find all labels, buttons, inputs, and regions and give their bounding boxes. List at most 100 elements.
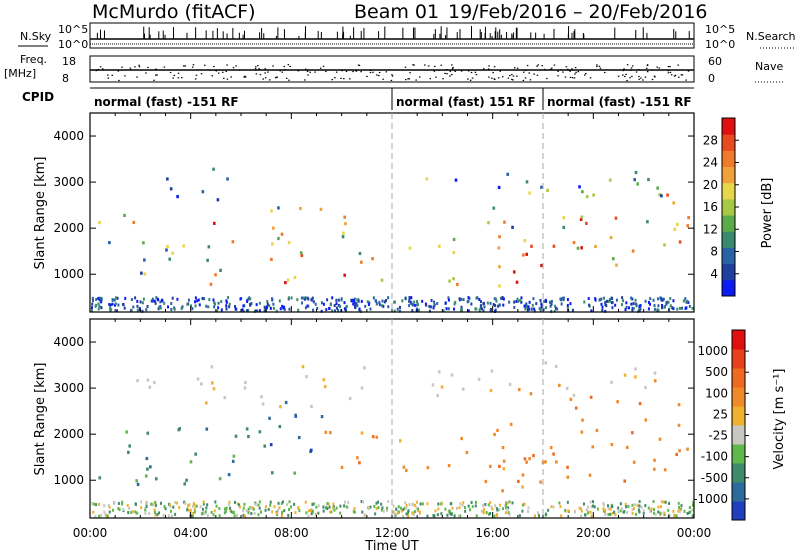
power-cell xyxy=(500,296,503,300)
velocity-cell xyxy=(536,511,539,515)
nave-dot xyxy=(574,73,576,75)
nave-dot xyxy=(566,68,569,70)
velocity-cell xyxy=(356,456,359,460)
nave-dot xyxy=(640,77,642,79)
velocity-cell xyxy=(506,501,509,505)
velocity-cell xyxy=(126,503,129,507)
nave-dot xyxy=(631,65,634,67)
power-cell xyxy=(287,241,291,245)
nave-dot xyxy=(129,69,132,71)
velocity-cell xyxy=(121,500,124,504)
velocity-cell xyxy=(469,508,472,512)
power-cell xyxy=(320,309,323,313)
velocity-cell xyxy=(360,386,364,390)
nave-dot xyxy=(415,79,417,81)
power-cell xyxy=(494,303,497,307)
nave-dot xyxy=(156,74,158,76)
nave-dot xyxy=(460,70,463,72)
power-cell xyxy=(343,273,346,277)
nave-dot xyxy=(275,77,277,79)
y-tick-label: 2000 xyxy=(53,427,84,441)
power-cell xyxy=(611,296,614,300)
nave-dot xyxy=(257,65,259,67)
velocity-cell xyxy=(485,511,488,515)
nave-dot xyxy=(553,64,556,66)
velocity-cbar-tick-label: -25 xyxy=(708,429,728,443)
power-cell xyxy=(682,299,685,303)
velocity-cell xyxy=(489,511,492,515)
power-cell xyxy=(372,296,375,300)
power-cell xyxy=(530,307,533,311)
velocity-cell xyxy=(677,423,681,427)
power-cell xyxy=(560,302,563,306)
cpid-segments: normal (fast) -151 RF normal (fast) 151 R… xyxy=(94,88,692,110)
velocity-cell xyxy=(186,504,189,508)
velocity-cell xyxy=(269,443,273,447)
velocity-cell xyxy=(191,514,194,518)
velocity-cell xyxy=(508,513,511,517)
power-cell xyxy=(657,297,660,301)
velocity-cell xyxy=(167,502,170,506)
velocity-cell xyxy=(310,512,313,516)
nave-dot xyxy=(638,78,640,80)
power-cell xyxy=(182,244,186,248)
velocity-cell xyxy=(201,507,204,511)
nave-dot xyxy=(493,78,496,81)
power-cell xyxy=(594,298,597,302)
power-swatch xyxy=(722,247,735,265)
power-cell xyxy=(194,304,197,308)
nave-dot xyxy=(285,77,288,79)
velocity-cell xyxy=(281,500,284,504)
power-cell xyxy=(630,302,633,306)
nave-dot xyxy=(136,76,138,78)
velocity-cell xyxy=(439,502,442,506)
nave-dot xyxy=(200,73,203,75)
nave-dot xyxy=(626,64,629,66)
velocity-cell xyxy=(326,507,329,511)
velocity-cell xyxy=(175,501,178,505)
power-cell xyxy=(408,296,411,300)
velocity-cell xyxy=(610,504,613,508)
velocity-cell xyxy=(148,385,152,389)
nave-dot xyxy=(177,77,180,79)
nave-dot xyxy=(124,75,126,77)
power-cell xyxy=(663,243,666,247)
velocity-cell xyxy=(692,501,695,505)
velocity-cell xyxy=(589,395,593,399)
velocity-cell xyxy=(206,503,209,507)
cpid-segment-label: normal (fast) -151 RF xyxy=(94,95,239,109)
velocity-cell xyxy=(426,514,429,518)
freq-trace xyxy=(90,64,694,82)
power-cell xyxy=(467,309,470,313)
velocity-cell xyxy=(589,500,592,504)
nave-dot xyxy=(279,70,281,72)
power-cell xyxy=(525,252,529,256)
nave-dot xyxy=(297,70,300,72)
y-tick-label: 1000 xyxy=(53,473,84,487)
velocity-cell xyxy=(245,427,249,431)
velocity-cell xyxy=(194,452,197,456)
velocity-cell xyxy=(136,379,139,383)
velocity-cell xyxy=(609,512,612,516)
power-cell xyxy=(335,302,338,306)
nave-dot xyxy=(442,78,444,80)
nave-dot xyxy=(541,65,543,67)
power-cell xyxy=(296,298,299,302)
nave-dot xyxy=(651,78,654,81)
power-cell xyxy=(331,296,334,300)
nave-dot xyxy=(444,72,446,75)
power-cell xyxy=(299,206,302,211)
power-cell xyxy=(408,304,411,308)
nave-dot xyxy=(678,76,680,78)
power-cell xyxy=(306,304,309,308)
power-cell xyxy=(527,305,530,309)
power-cell xyxy=(301,301,304,305)
power-cell xyxy=(492,206,496,210)
nave-label: Nave xyxy=(755,60,783,73)
power-cell xyxy=(116,309,119,313)
nave-dot xyxy=(97,68,100,71)
power-cell xyxy=(201,296,204,300)
nave-dot xyxy=(551,67,553,69)
velocity-cell xyxy=(679,507,682,511)
velocity-cell xyxy=(677,509,680,513)
